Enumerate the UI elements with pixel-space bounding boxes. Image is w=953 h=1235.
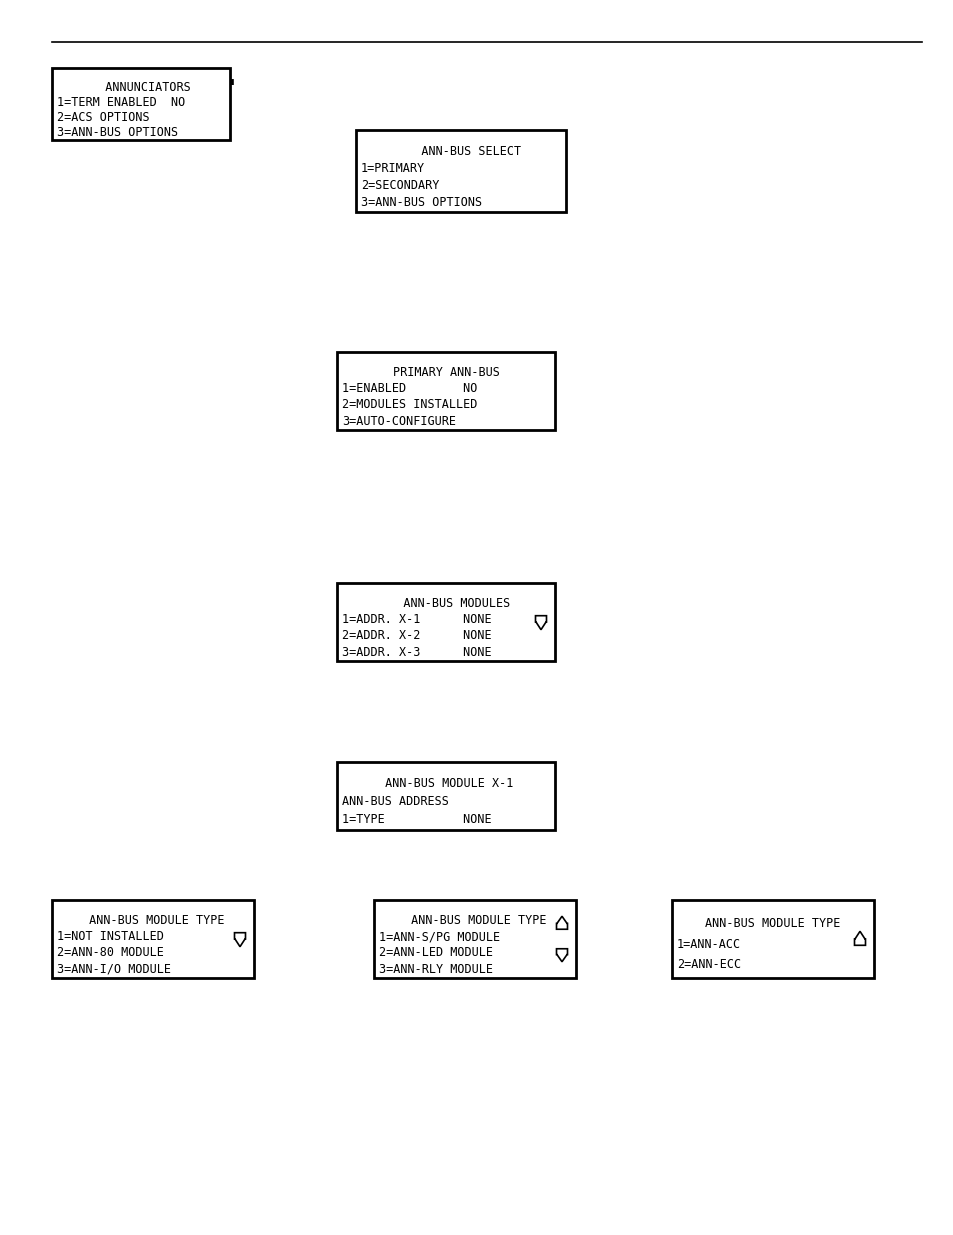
Text: 1=TERM ENABLED  NO: 1=TERM ENABLED NO — [57, 96, 185, 109]
Text: ANN-BUS MODULES: ANN-BUS MODULES — [381, 597, 510, 610]
Text: 1=ANN-ACC: 1=ANN-ACC — [677, 937, 740, 951]
Text: 2=ANN-ECC: 2=ANN-ECC — [677, 958, 740, 972]
Text: 1=TYPE           NONE: 1=TYPE NONE — [341, 813, 491, 826]
Text: ■: ■ — [228, 77, 233, 86]
Text: 1=ADDR. X-1      NONE: 1=ADDR. X-1 NONE — [341, 613, 491, 626]
Text: 3=ANN-I/O MODULE: 3=ANN-I/O MODULE — [57, 962, 171, 976]
Text: 1=PRIMARY: 1=PRIMARY — [360, 162, 425, 174]
Polygon shape — [556, 948, 567, 962]
Polygon shape — [556, 916, 567, 929]
Text: 2=SECONDARY: 2=SECONDARY — [360, 179, 439, 191]
Text: 1=ANN-S/PG MODULE: 1=ANN-S/PG MODULE — [378, 930, 499, 944]
Bar — [336, 583, 555, 661]
Text: ANN-BUS MODULE TYPE: ANN-BUS MODULE TYPE — [403, 914, 546, 926]
Text: 3=ANN-BUS OPTIONS: 3=ANN-BUS OPTIONS — [57, 126, 178, 138]
Text: ANN-BUS MODULE TYPE: ANN-BUS MODULE TYPE — [704, 918, 840, 930]
Text: 1=NOT INSTALLED: 1=NOT INSTALLED — [57, 930, 164, 944]
Text: 3=ANN-BUS OPTIONS: 3=ANN-BUS OPTIONS — [360, 196, 481, 209]
Text: 2=ACS OPTIONS: 2=ACS OPTIONS — [57, 111, 150, 124]
Text: ANN-BUS ADDRESS: ANN-BUS ADDRESS — [341, 795, 449, 808]
Text: 3=ADDR. X-3      NONE: 3=ADDR. X-3 NONE — [341, 646, 491, 658]
Text: ANN-BUS MODULE TYPE: ANN-BUS MODULE TYPE — [82, 914, 224, 926]
Bar — [52, 900, 253, 978]
Bar — [671, 900, 873, 978]
Text: ANN-BUS SELECT: ANN-BUS SELECT — [400, 144, 521, 158]
Bar — [336, 762, 555, 830]
Bar — [336, 352, 555, 430]
Polygon shape — [234, 932, 245, 947]
Text: 3=AUTO-CONFIGURE: 3=AUTO-CONFIGURE — [341, 415, 456, 427]
Text: 2=ANN-LED MODULE: 2=ANN-LED MODULE — [378, 946, 493, 960]
Polygon shape — [535, 616, 546, 630]
Text: 3=ANN-RLY MODULE: 3=ANN-RLY MODULE — [378, 962, 493, 976]
Text: 1=ENABLED        NO: 1=ENABLED NO — [341, 382, 476, 395]
Text: ANN-BUS MODULE X-1: ANN-BUS MODULE X-1 — [378, 777, 513, 790]
Text: 2=MODULES INSTALLED: 2=MODULES INSTALLED — [341, 399, 476, 411]
Bar — [374, 900, 576, 978]
Text: PRIMARY ANN-BUS: PRIMARY ANN-BUS — [392, 366, 499, 379]
Bar — [52, 68, 230, 140]
Text: 2=ANN-80 MODULE: 2=ANN-80 MODULE — [57, 946, 164, 960]
Bar — [355, 130, 565, 212]
Polygon shape — [854, 931, 864, 945]
Text: ANNUNCIATORS: ANNUNCIATORS — [91, 80, 191, 94]
Text: 2=ADDR. X-2      NONE: 2=ADDR. X-2 NONE — [341, 630, 491, 642]
